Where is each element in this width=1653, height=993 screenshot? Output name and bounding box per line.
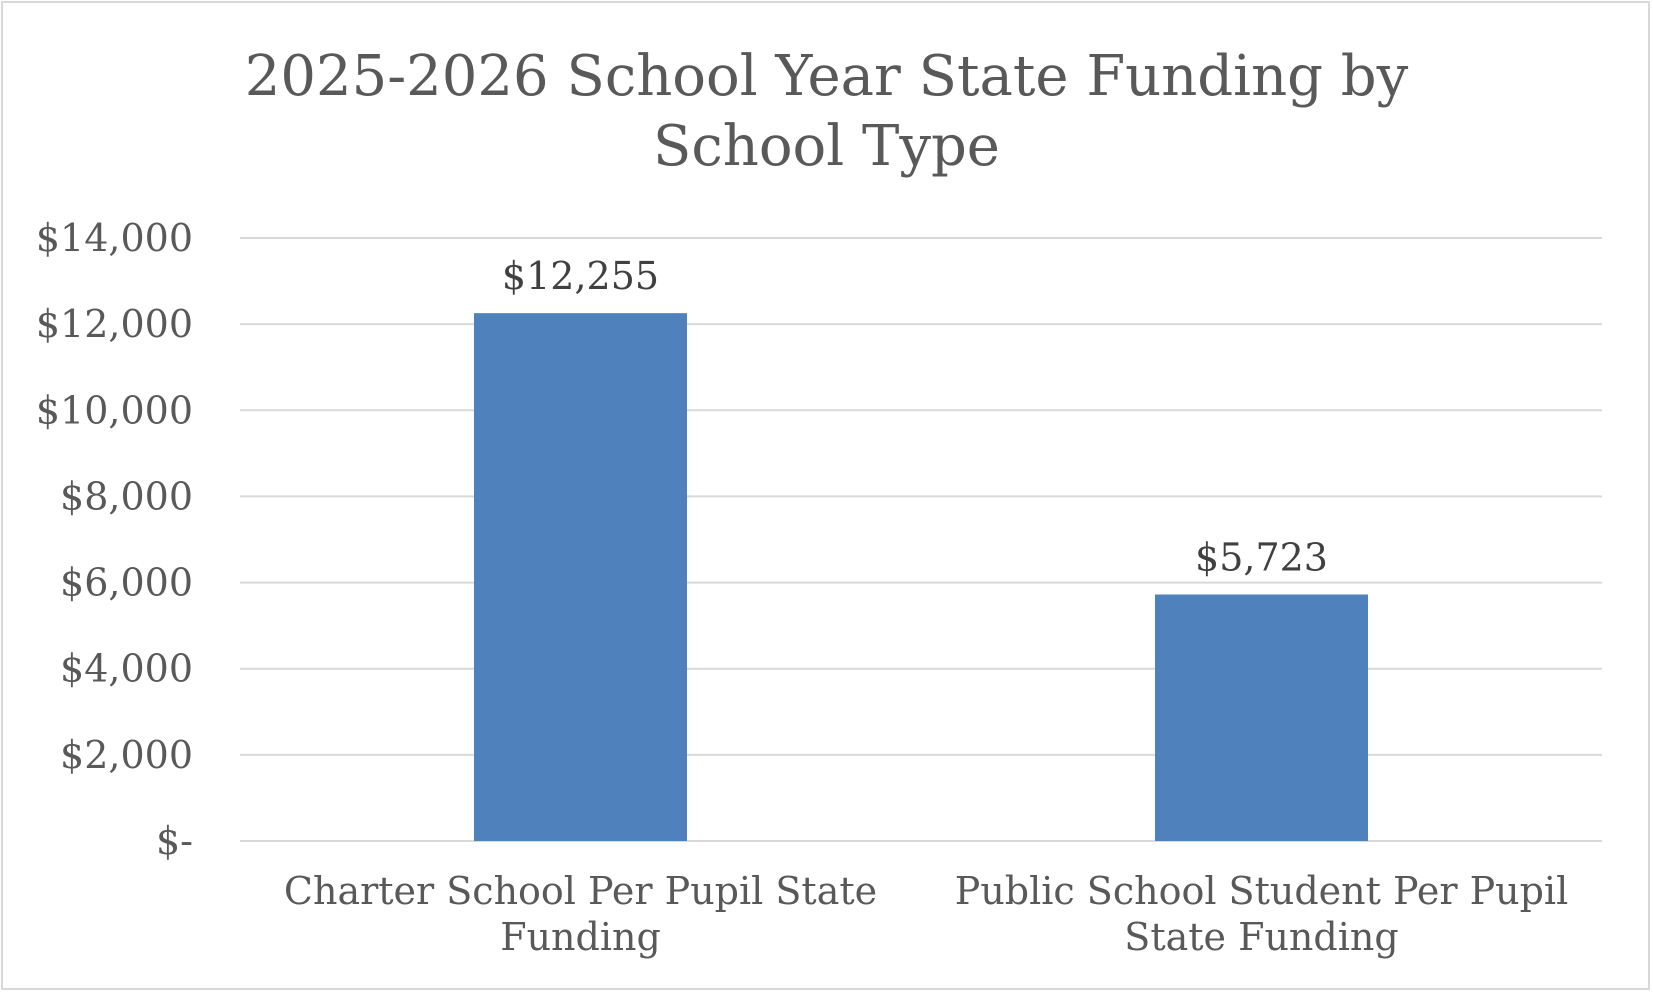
data-label: $12,255 xyxy=(502,254,659,298)
y-tick-label: $6,000 xyxy=(60,561,193,605)
category-label: Charter School Per Pupil State Funding xyxy=(284,869,877,959)
chart-title: 2025-2026 School Year State Funding by S… xyxy=(244,44,1409,179)
y-tick-label: $8,000 xyxy=(60,474,193,518)
data-label: $5,723 xyxy=(1195,536,1328,580)
category-label: Public School Student Per Pupil State Fun… xyxy=(955,869,1569,959)
y-tick-label: $4,000 xyxy=(60,647,193,691)
y-tick-label: $14,000 xyxy=(36,216,193,260)
y-tick-label: $12,000 xyxy=(36,302,193,346)
bar xyxy=(1155,594,1368,841)
bar xyxy=(474,313,687,841)
y-tick-label: $- xyxy=(156,819,193,863)
y-tick-label: $10,000 xyxy=(36,388,193,432)
y-tick-label: $2,000 xyxy=(60,733,193,777)
